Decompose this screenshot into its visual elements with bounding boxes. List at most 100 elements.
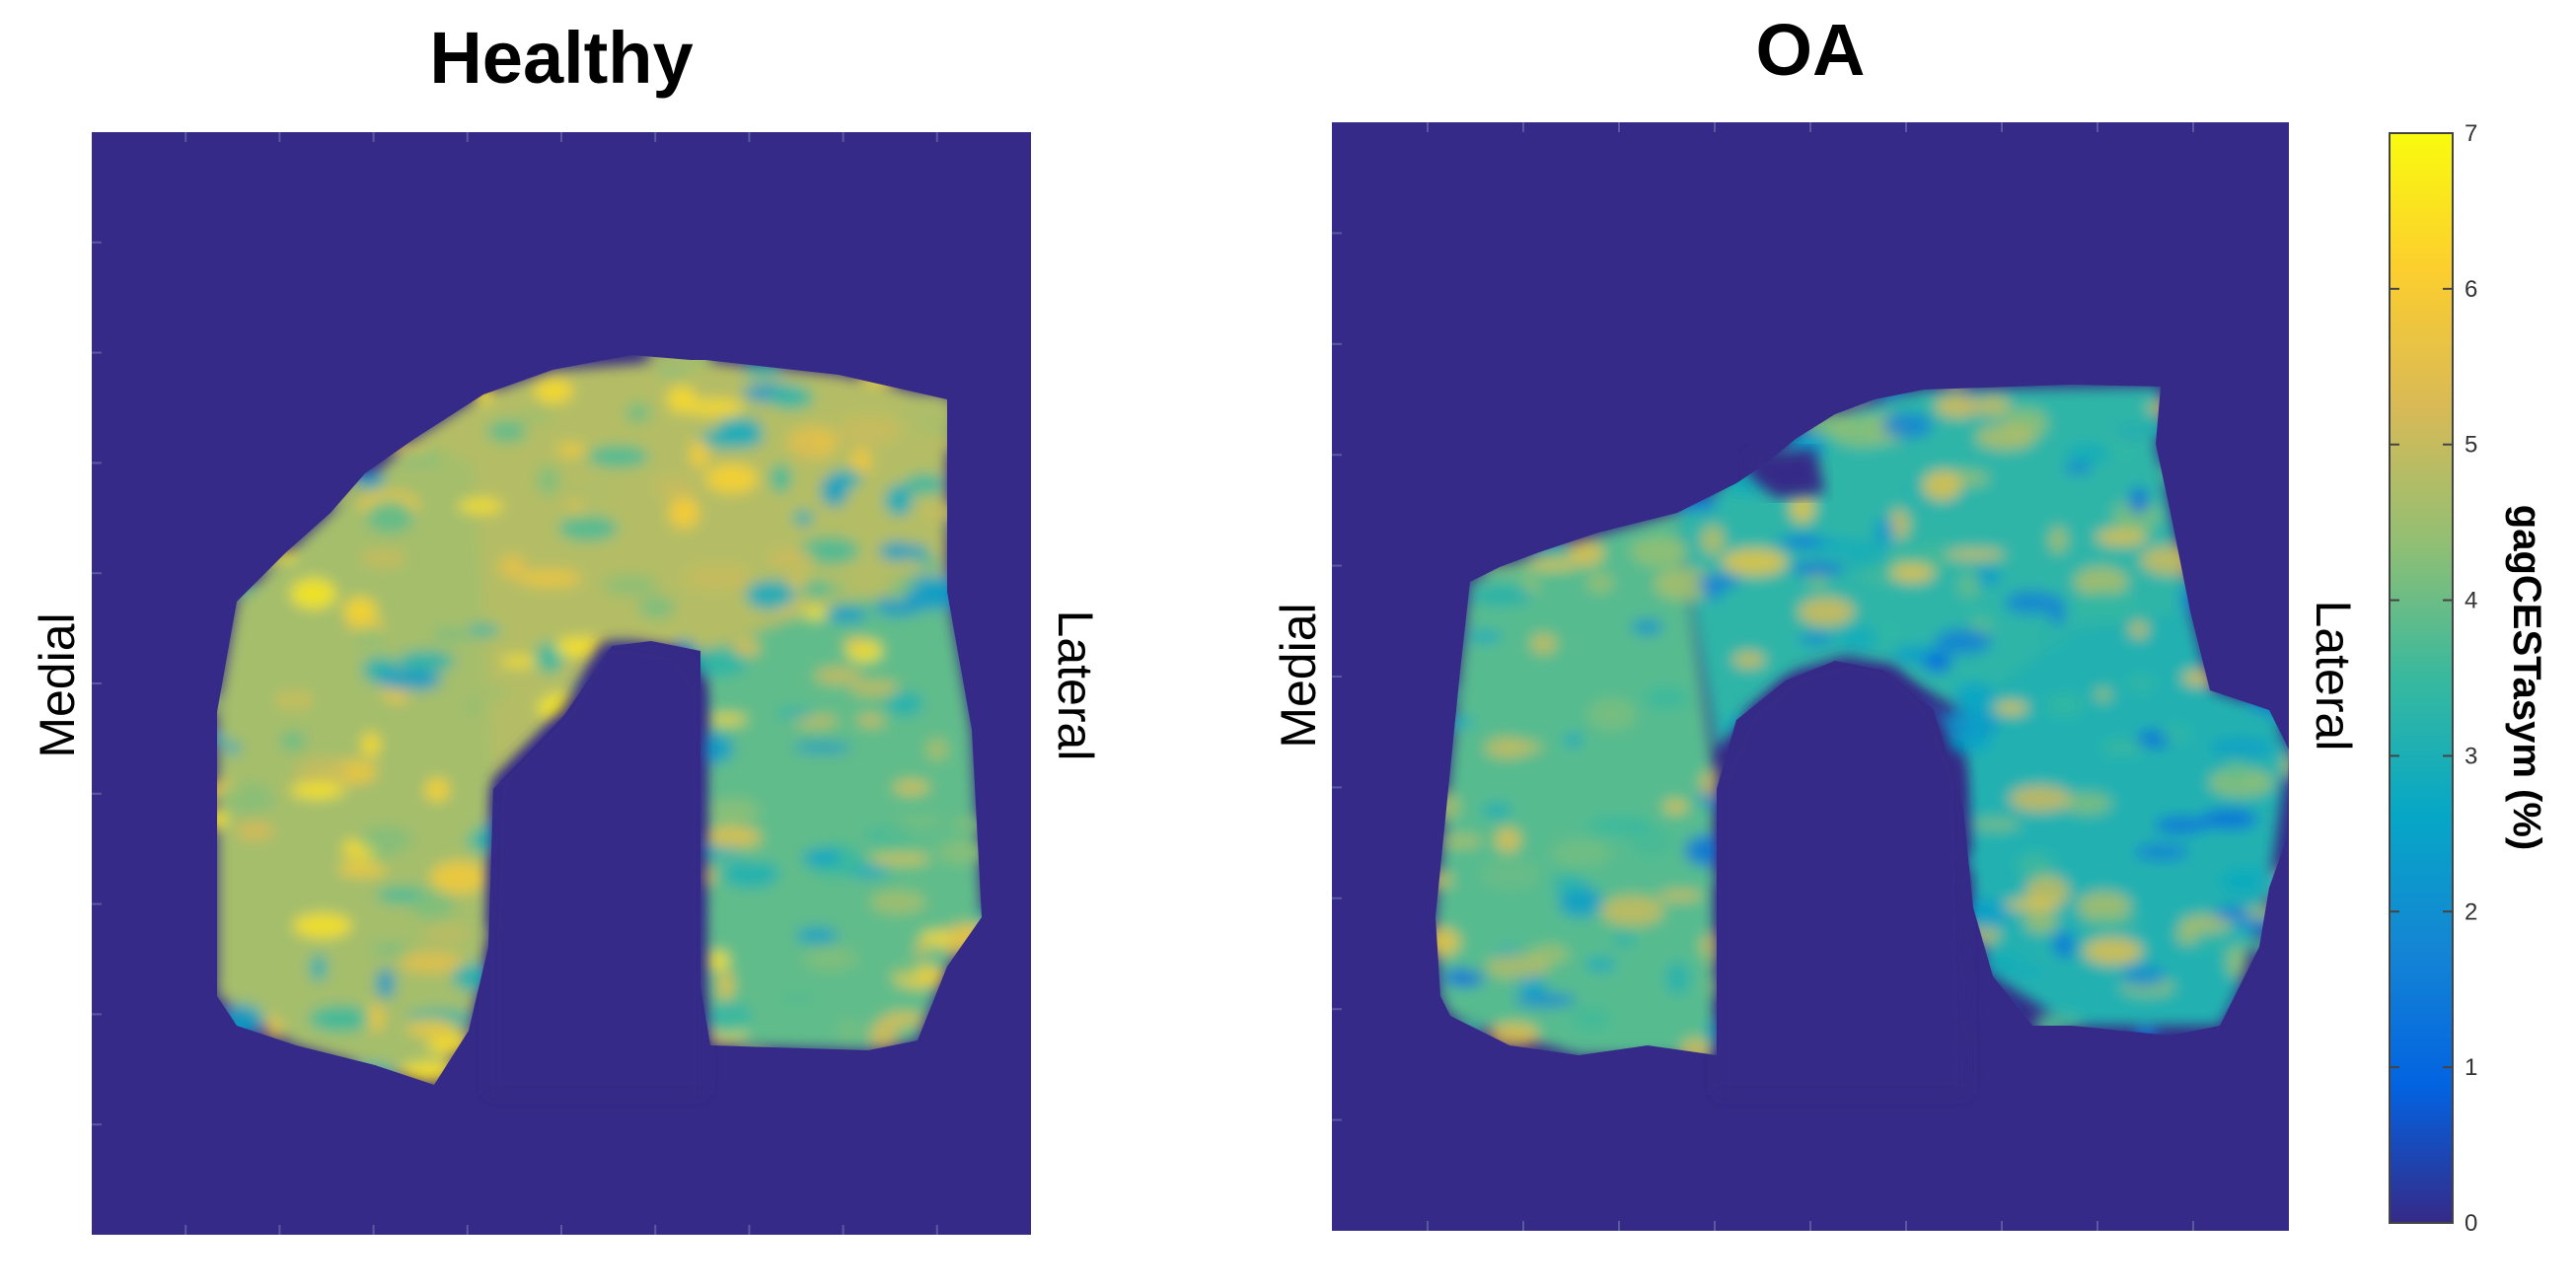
heatmap-texture-blob	[557, 515, 619, 541]
healthy-heatmap-panel	[92, 132, 1031, 1235]
heatmap-texture-blob	[721, 859, 780, 889]
heatmap-texture-blob	[1935, 628, 1993, 655]
heatmap-texture-blob	[2126, 675, 2156, 691]
heatmap-texture-blob	[637, 595, 677, 620]
heatmap-texture-blob	[345, 619, 387, 630]
heatmap-texture-blob	[654, 476, 697, 500]
heatmap-texture-blob	[2100, 740, 2146, 755]
heatmap-texture-blob	[2049, 526, 2067, 553]
cartilage-defect	[1746, 449, 1825, 498]
heatmap-texture-blob	[2077, 892, 2132, 921]
heatmap-texture-blob	[705, 464, 759, 494]
heatmap-texture-blob	[2009, 785, 2071, 812]
heatmap-texture-blob	[457, 498, 503, 514]
heatmap-texture-blob	[920, 931, 953, 946]
heatmap-texture-blob	[796, 927, 839, 944]
heatmap-texture-blob	[376, 967, 395, 1000]
heatmap-texture-blob	[1530, 633, 1557, 654]
heatmap-texture-blob	[2154, 816, 2209, 834]
heatmap-texture-blob	[1644, 686, 1690, 709]
heatmap-texture-blob	[1469, 585, 1534, 607]
heatmap-texture-blob	[235, 821, 274, 841]
heatmap-texture-blob	[397, 650, 455, 673]
heatmap-texture-blob	[2004, 590, 2059, 615]
heatmap-texture-blob	[1922, 652, 1953, 674]
heatmap-texture-blob	[667, 386, 697, 413]
heatmap-texture-blob	[1877, 627, 1899, 640]
heatmap-texture-blob	[1904, 519, 1967, 548]
heatmap-texture-blob	[294, 756, 347, 789]
heatmap-texture-blob	[705, 799, 760, 824]
heatmap-texture-blob	[1976, 395, 2011, 416]
heatmap-texture-blob	[687, 398, 745, 417]
heatmap-texture-blob	[894, 816, 945, 827]
healthy-panel-title: Healthy	[429, 17, 694, 99]
heatmap-texture-blob	[1945, 549, 2006, 560]
heatmap-texture-blob	[1572, 1007, 1611, 1030]
heatmap-texture-blob	[1514, 993, 1577, 1008]
heatmap-texture-blob	[399, 951, 465, 974]
heatmap-texture-blob	[893, 964, 920, 978]
heatmap-texture-blob	[357, 626, 383, 648]
heatmap-texture-blob	[1486, 954, 1549, 979]
heatmap-texture-blob	[1922, 470, 1962, 501]
heatmap-texture-blob	[486, 419, 528, 444]
heatmap-texture-blob	[2121, 964, 2167, 988]
intercondylar-notch	[488, 641, 705, 1095]
heatmap-texture-blob	[2049, 596, 2066, 628]
heatmap-texture-blob	[918, 557, 943, 569]
heatmap-texture-blob	[2129, 486, 2149, 515]
heatmap-texture-blob	[1790, 561, 1845, 576]
heatmap-texture-blob	[366, 500, 414, 533]
heatmap-texture-blob	[1974, 566, 2002, 587]
heatmap-texture-blob	[731, 638, 761, 658]
heatmap-texture-blob	[684, 563, 752, 591]
heatmap-texture-blob	[2200, 808, 2258, 830]
heatmap-texture-blob	[1890, 563, 1935, 583]
heatmap-texture-blob	[1568, 539, 1604, 567]
heatmap-texture-blob	[769, 550, 816, 565]
heatmap-texture-blob	[565, 476, 617, 507]
heatmap-texture-blob	[885, 484, 913, 517]
heatmap-texture-blob	[2280, 753, 2289, 779]
heatmap-texture-blob	[1975, 424, 2035, 451]
heatmap-texture-blob	[534, 378, 573, 403]
heatmap-texture-blob	[2062, 792, 2113, 815]
heatmap-texture-blob	[2094, 687, 2112, 702]
healthy-axis-ticks	[92, 132, 938, 1235]
heatmap-texture-blob	[745, 580, 797, 610]
heatmap-texture-blob	[361, 731, 381, 758]
heatmap-texture-blob	[1631, 618, 1663, 636]
heatmap-texture-blob	[1662, 800, 1689, 814]
heatmap-texture-blob	[290, 782, 344, 799]
oa-axis-ticks	[1332, 122, 2194, 1231]
heatmap-texture-blob	[1630, 537, 1689, 567]
heatmap-texture-blob	[904, 473, 946, 495]
heatmap-texture-blob	[768, 385, 814, 410]
heatmap-texture-blob	[337, 861, 388, 878]
heatmap-texture-blob	[602, 574, 659, 597]
heatmap-texture-blob	[926, 738, 948, 761]
heatmap-texture-blob	[1799, 632, 1833, 646]
heatmap-texture-blob	[1482, 803, 1512, 819]
heatmap-texture-blob	[707, 714, 748, 725]
heatmap-texture-blob	[293, 913, 352, 939]
heatmap-texture-blob	[2003, 898, 2060, 911]
heatmap-texture-blob	[310, 954, 327, 982]
heatmap-texture-blob	[498, 554, 526, 579]
heatmap-texture-blob	[776, 991, 818, 1005]
colorbar-tick-label: 1	[2465, 1054, 2477, 1081]
heatmap-texture-blob	[1654, 567, 1718, 601]
heatmap-texture-blob	[377, 669, 442, 691]
heatmap-texture-blob	[2046, 693, 2084, 716]
heatmap-texture-blob	[1480, 858, 1541, 891]
heatmap-texture-blob	[1786, 536, 1820, 549]
heatmap-texture-blob	[2024, 909, 2058, 934]
heatmap-texture-blob	[430, 860, 487, 894]
heatmap-texture-blob	[1489, 1022, 1540, 1047]
heatmap-texture-blob	[775, 708, 816, 720]
colorbar-ticks: 0 1 2 3 4 5 6 7	[2390, 120, 2477, 1237]
heatmap-texture-blob	[1702, 576, 1724, 602]
heatmap-texture-blob	[1874, 516, 1895, 547]
